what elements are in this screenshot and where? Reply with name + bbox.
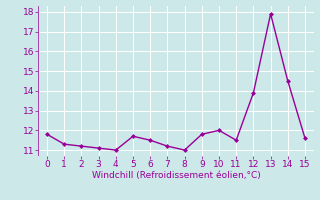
X-axis label: Windchill (Refroidissement éolien,°C): Windchill (Refroidissement éolien,°C) <box>92 171 260 180</box>
